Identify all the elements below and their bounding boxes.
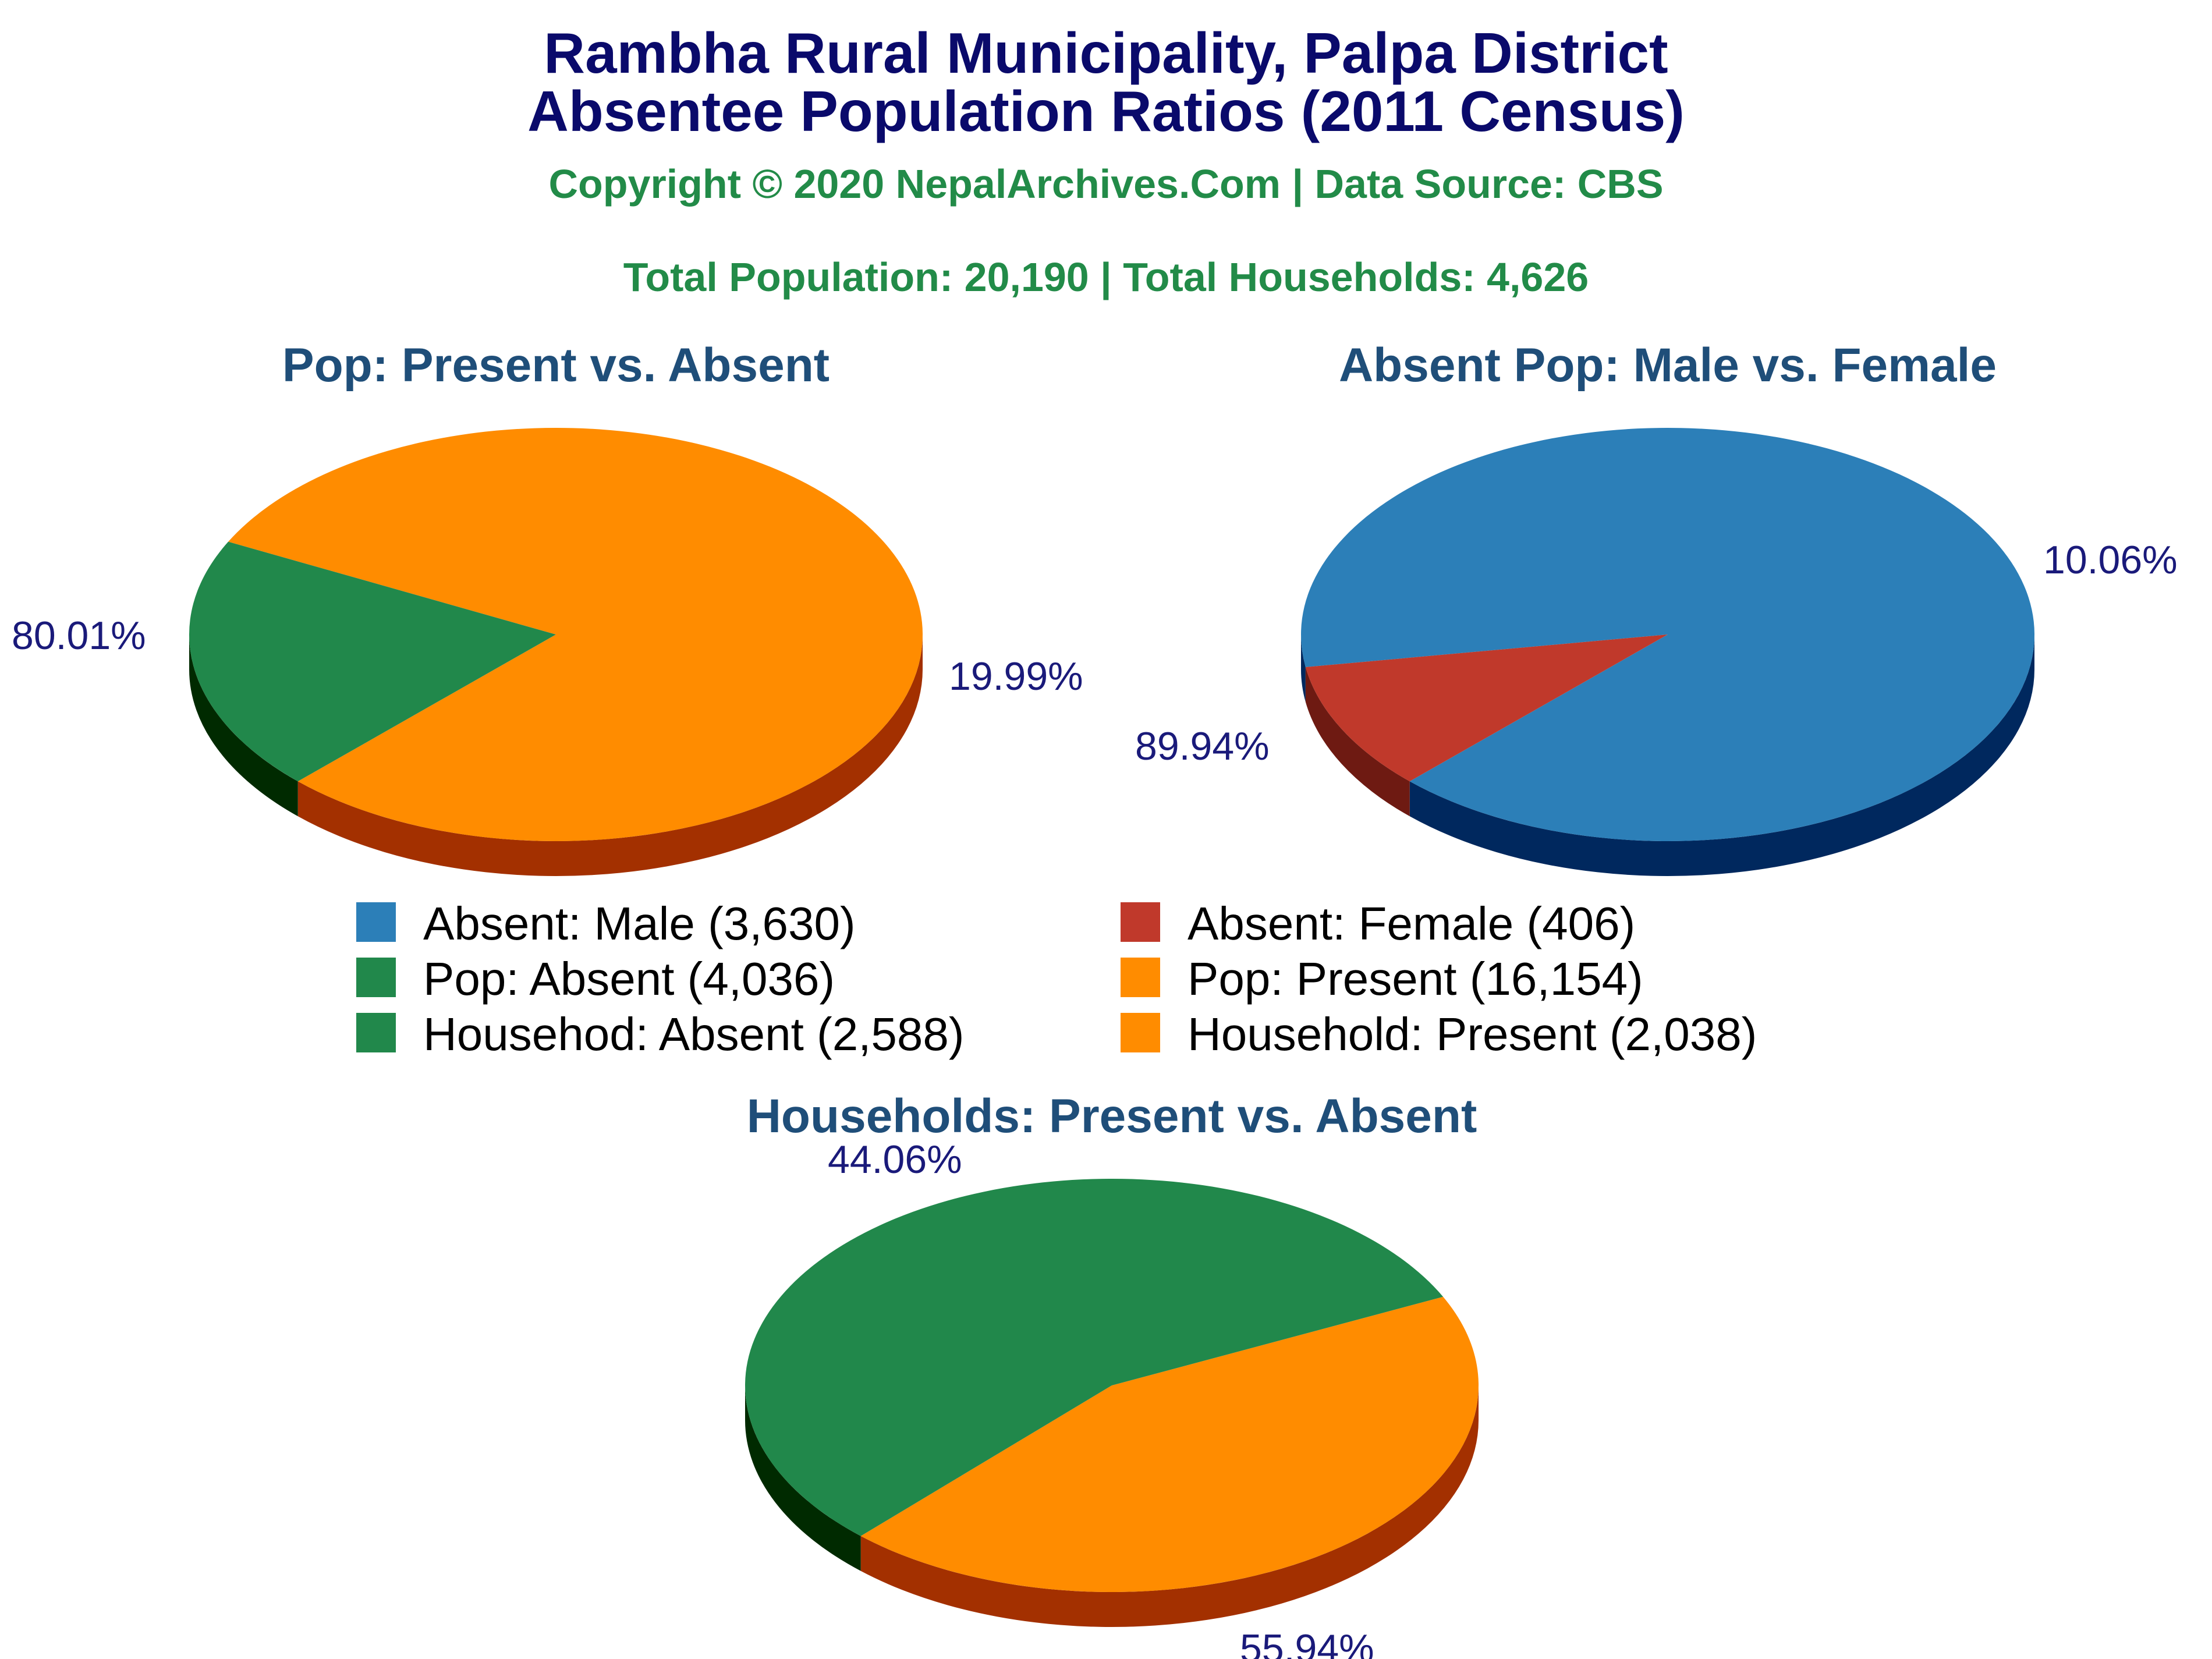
- legend-swatch-absent-female-406: [1121, 902, 1160, 942]
- pie-side-househod-absent: [745, 1385, 861, 1571]
- legend-label-absent-female-406: Absent: Female (406): [1187, 898, 1635, 949]
- legend-label-pop-present-16-154: Pop: Present (16,154): [1187, 953, 1643, 1005]
- pct-label-househod-absent: 55.94%: [1240, 1626, 1374, 1659]
- pie-side-absent-male: [1409, 634, 2034, 876]
- chart-title-line2: Absentee Population Ratios (2011 Census): [527, 79, 1685, 143]
- pie-slice-household-present: [860, 1296, 1479, 1592]
- pie-side-pop-absent: [189, 634, 298, 817]
- pct-label-absent-female: 10.06%: [2043, 538, 2178, 582]
- legend-label-househod-absent-2-588: Househod: Absent (2,588): [423, 1008, 965, 1060]
- pie-title: Absent Pop: Male vs. Female: [1339, 339, 1997, 392]
- pie-side-walls: [745, 1385, 1479, 1627]
- pie-slice-pop-absent: [189, 541, 556, 782]
- pie-pop-present-absent: Pop: Present vs. Absent 80.01% 19.99%: [12, 339, 1083, 876]
- pct-label-pop-absent: 19.99%: [949, 654, 1083, 699]
- pie-slice-absent-female: [1305, 634, 1668, 782]
- pct-label-absent-male: 89.94%: [1135, 724, 1270, 768]
- legend-label-household-present-2-038: Household: Present (2,038): [1187, 1008, 1757, 1060]
- pie-side-household-present: [860, 1385, 1479, 1627]
- pct-label-pop-present: 80.01%: [12, 614, 146, 658]
- legend-swatch-pop-absent-4-036: [356, 958, 396, 997]
- pie-side-absent-male: [1301, 634, 1306, 702]
- pie-side-walls: [1301, 634, 2034, 876]
- pie-absent-male-female: Absent Pop: Male vs. Female 89.94% 10.06%: [1135, 339, 2178, 876]
- legend-swatch-househod-absent-2-588: [356, 1013, 396, 1052]
- legend: Absent: Male (3,630) Absent: Female (406)…: [356, 898, 1757, 1060]
- legend-swatch-household-present-2-038: [1121, 1013, 1160, 1052]
- pie-title: Households: Present vs. Absent: [747, 1090, 1477, 1143]
- legend-label-absent-male-3-630: Absent: Male (3,630): [423, 898, 856, 949]
- pie-slice-absent-male: [1301, 427, 2035, 841]
- chart-title-line1: Rambha Rural Municipality, Palpa Distric…: [544, 21, 1668, 85]
- pie-side-walls: [189, 634, 923, 876]
- pie-slice-househod-absent: [745, 1179, 1444, 1536]
- pct-label-household-present: 44.06%: [828, 1137, 962, 1182]
- pie-side-pop-present: [297, 634, 923, 876]
- copyright-text: Copyright © 2020 NepalArchives.Com | Dat…: [548, 161, 1663, 207]
- legend-label-pop-absent-4-036: Pop: Absent (4,036): [423, 953, 835, 1005]
- pie-slice-pop-present: [228, 428, 923, 841]
- legend-swatch-pop-present-16-154: [1121, 958, 1160, 997]
- pie-title: Pop: Present vs. Absent: [282, 339, 830, 392]
- totals-text: Total Population: 20,190 | Total Househo…: [623, 254, 1589, 300]
- pie-side-absent-female: [1305, 667, 1410, 817]
- legend-swatch-absent-male-3-630: [356, 902, 396, 942]
